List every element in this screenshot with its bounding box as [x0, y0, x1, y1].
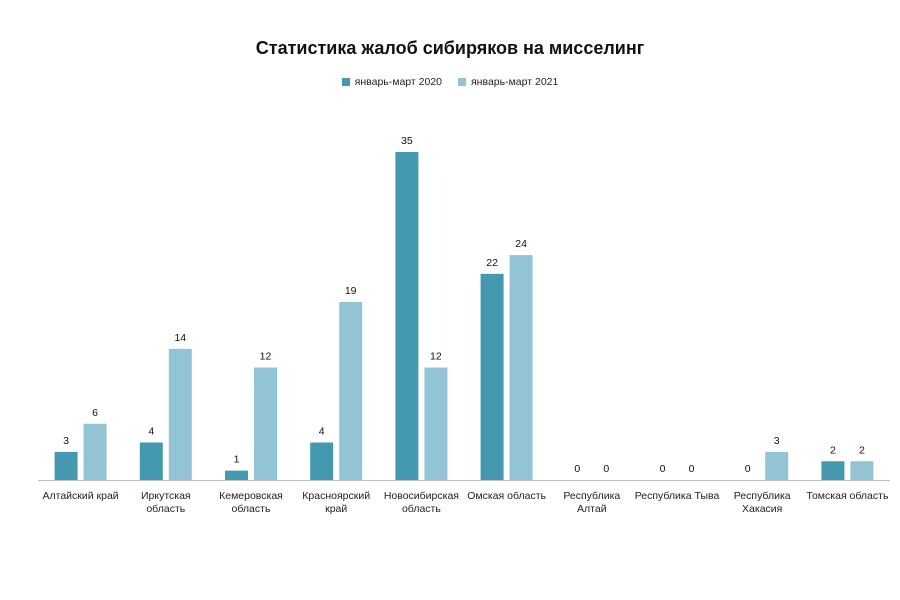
data-label-2021-5: 24: [515, 238, 527, 250]
data-label-2021-9: 2: [859, 444, 865, 456]
bar-2020-2: [225, 470, 248, 480]
category-label-0: Алтайский край: [43, 490, 119, 502]
data-label-2021-7: 0: [689, 463, 695, 475]
data-label-2020-1: 4: [148, 426, 154, 438]
data-label-2021-3: 19: [345, 285, 357, 297]
bar-2021-2: [254, 367, 277, 480]
chart-title: Статистика жалоб сибиряков на мисселинг: [255, 38, 645, 58]
category-label-1: Иркутская область: [141, 490, 191, 515]
bar-2020-4: [395, 152, 419, 480]
data-label-2020-9: 2: [830, 444, 836, 456]
data-label-2021-6: 0: [603, 463, 609, 475]
bar-2021-9: [850, 461, 874, 480]
data-label-2021-4: 12: [430, 351, 442, 363]
category-label-9: Томская область: [806, 490, 889, 502]
category-label-4: Новосибирская область: [384, 490, 459, 515]
bar-2021-0: [83, 423, 107, 480]
data-label-2020-4: 35: [401, 135, 413, 147]
legend-item-2021: январь-март 2021: [458, 76, 558, 88]
bar-2021-5: [509, 255, 533, 480]
data-label-2020-2: 1: [234, 454, 240, 466]
bar-2021-4: [424, 367, 448, 480]
data-label-2020-7: 0: [660, 463, 666, 475]
category-label-2: Кемеровская область: [219, 490, 283, 515]
data-label-2021-0: 6: [92, 407, 98, 419]
data-label-2020-0: 3: [63, 435, 69, 447]
category-label-5: Омская область: [467, 490, 546, 502]
legend-label-2021: январь-март 2021: [471, 76, 559, 88]
bar-2020-5: [480, 273, 504, 480]
bar-2020-0: [54, 451, 78, 480]
category-label-8: Республика Хакасия: [734, 490, 791, 515]
bar-2020-1: [139, 442, 163, 480]
data-label-2021-2: 12: [260, 351, 272, 363]
bar-2021-3: [339, 301, 363, 480]
data-label-2021-8: 3: [774, 435, 780, 447]
data-label-2020-3: 4: [319, 426, 325, 438]
data-label-2020-8: 0: [745, 463, 751, 475]
data-label-2020-5: 22: [486, 257, 498, 269]
category-label-7: Республика Тыва: [635, 490, 720, 502]
legend-item-2020: январь-март 2020: [341, 76, 442, 88]
data-label-2020-6: 0: [574, 463, 580, 475]
legend-swatch-2020: [341, 78, 350, 86]
bar-2020-3: [310, 442, 334, 480]
legend: январь-март 2020 январь-март 2021: [0, 76, 900, 88]
data-label-2021-1: 14: [174, 332, 186, 344]
category-label-3: Красноярский край: [302, 490, 370, 515]
bar-2020-9: [821, 461, 845, 480]
legend-swatch-2021: [458, 78, 466, 86]
category-label-6: Республика Алтай: [563, 490, 620, 515]
legend-label-2020: январь-март 2020: [354, 76, 442, 88]
bar-2021-8: [765, 451, 789, 480]
bar-2021-1: [168, 348, 192, 480]
